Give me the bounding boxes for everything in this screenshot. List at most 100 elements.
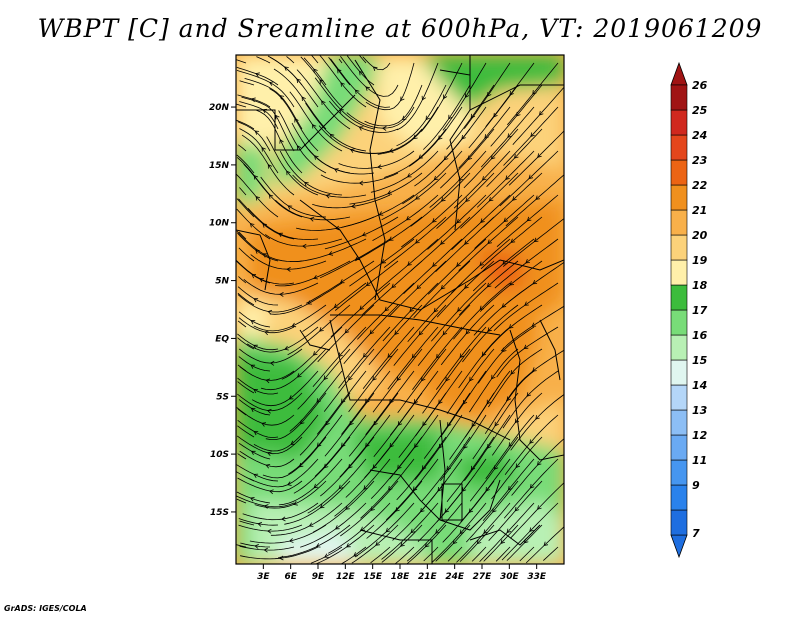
streamline-arrowhead (532, 367, 537, 372)
streamline-arrowhead (526, 392, 532, 397)
streamline-arrowhead (388, 148, 394, 153)
streamline-arrowhead (288, 395, 294, 400)
streamline-arrowhead (515, 463, 521, 469)
streamline-arrowhead (345, 505, 350, 510)
colorbar-swatch (670, 434, 688, 461)
lon-tick-label: 30E (500, 572, 520, 582)
streamline-arrowhead (313, 483, 319, 489)
streamline-arrowhead (421, 95, 427, 101)
streamline (237, 333, 279, 351)
streamline-arrowhead (479, 261, 484, 266)
streamline-arrowhead (413, 134, 418, 140)
streamline-arrowhead (250, 450, 256, 455)
colorbar-label: 7 (692, 527, 700, 540)
streamline-arrowhead (394, 330, 399, 335)
streamline (236, 59, 247, 64)
streamline (236, 154, 255, 174)
streamline-arrowhead (533, 237, 539, 243)
streamline-arrowhead (387, 353, 392, 359)
streamline (303, 57, 327, 86)
streamline-arrowhead (297, 145, 302, 150)
streamline-arrowhead (510, 238, 516, 243)
country-borders (236, 55, 564, 564)
streamline-arrowhead (440, 197, 446, 202)
colorbar-swatch (670, 309, 688, 336)
streamline (237, 377, 279, 395)
lon-tick-label: 3E (257, 572, 270, 582)
streamline-arrowhead (416, 284, 422, 290)
streamlines (236, 55, 564, 564)
colorbar-swatch (670, 209, 688, 236)
streamline (381, 524, 423, 563)
streamline-arrowhead (344, 328, 350, 334)
streamline-arrowhead (335, 225, 340, 231)
streamline-arrowhead (535, 195, 540, 200)
streamline-arrowhead (395, 507, 400, 512)
streamline-arrowhead (459, 529, 465, 535)
streamline (237, 419, 279, 439)
streamline-arrowhead (281, 516, 286, 522)
streamline (236, 119, 255, 130)
streamline-arrowhead (487, 444, 492, 449)
lon-tick-label: 6E (284, 572, 297, 582)
streamline-arrowhead (535, 415, 540, 420)
streamline (236, 260, 295, 285)
colorbar-label: 23 (692, 154, 708, 167)
streamline-arrowhead (304, 181, 309, 187)
streamline (236, 435, 303, 455)
streamline (370, 546, 391, 564)
streamline-arrowhead (465, 197, 470, 202)
streamline (236, 230, 303, 263)
streamline-arrowhead (437, 486, 442, 492)
streamline-arrowhead (405, 215, 411, 221)
streamline-arrowhead (286, 170, 291, 176)
streamline-arrowhead (396, 376, 402, 382)
streamline-arrowhead (339, 108, 345, 113)
lon-tick-label: 24E (445, 572, 465, 582)
lat-tick-label: 5S (216, 392, 229, 402)
streamline-arrowhead (503, 217, 509, 223)
streamline-arrowhead (529, 483, 535, 489)
streamline (237, 392, 303, 412)
streamline-arrowhead (296, 373, 302, 378)
streamline-arrowhead (313, 274, 318, 280)
streamline-arrowhead (262, 223, 267, 228)
streamline-arrowhead (279, 292, 284, 297)
streamline-arrowhead (470, 113, 476, 119)
streamline-arrowhead (348, 375, 353, 381)
lon-tick-label: 15E (363, 572, 383, 582)
streamline-arrowhead (476, 539, 482, 545)
streamline-arrowhead (410, 528, 416, 534)
colorbar-swatch (670, 134, 688, 161)
lat-tick-label: EQ (215, 334, 229, 344)
streamline-arrowhead (510, 370, 515, 375)
colorbar-label: 12 (692, 429, 708, 442)
lon-tick-label: 18E (391, 572, 411, 582)
streamline (238, 356, 271, 372)
streamline-arrowhead (329, 133, 335, 139)
streamline (236, 498, 247, 504)
colorbar: 7 9 11 12 13 14 15 16 17 18 19 20 21 22 23 24 25 26 (670, 61, 708, 559)
streamline-arrowhead (278, 232, 283, 238)
streamline (237, 381, 255, 394)
streamline-arrowhead (269, 489, 274, 495)
streamline (471, 546, 487, 562)
streamline (237, 121, 271, 152)
colorbar-swatch (670, 284, 688, 311)
streamline-arrowhead (508, 485, 513, 491)
lat-tick-label: 15N (209, 161, 230, 171)
streamline-arrowhead (253, 174, 259, 180)
colorbar-label: 17 (692, 304, 708, 317)
streamline-arrowhead (250, 407, 256, 413)
colorbar-swatch (670, 459, 688, 486)
streamline-arrowhead (340, 82, 345, 87)
streamline-arrowhead (448, 114, 453, 120)
streamline (239, 187, 247, 196)
colorbar-label: 21 (692, 204, 707, 217)
lon-tick-label: 12E (336, 572, 356, 582)
streamline-arrowhead (384, 306, 390, 312)
streamline-arrowhead (470, 465, 476, 471)
streamline-arrowhead (415, 239, 420, 244)
streamline-arrowhead (532, 279, 538, 285)
